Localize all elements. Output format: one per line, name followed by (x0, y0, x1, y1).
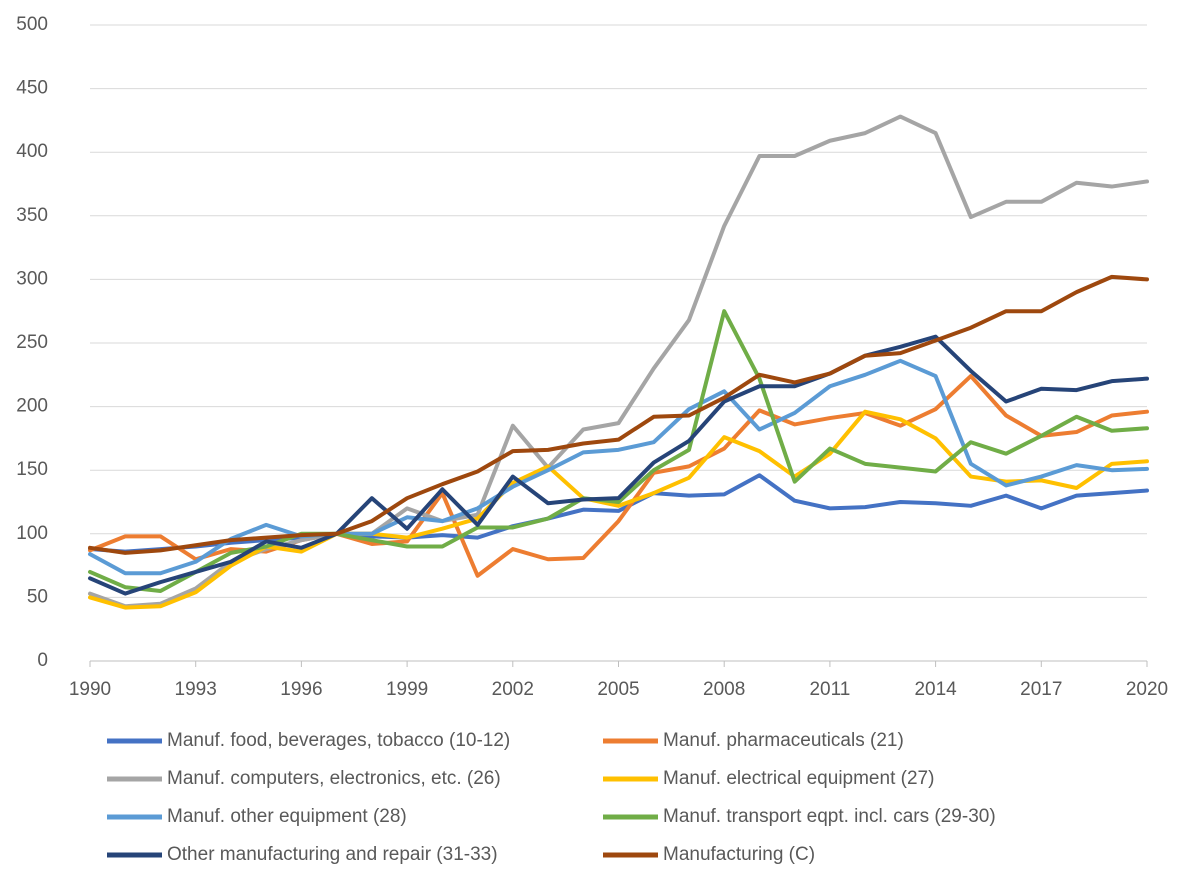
x-tick-label: 2020 (1126, 679, 1168, 700)
legend-label: Manuf. food, beverages, tobacco (10-12) (167, 730, 510, 751)
legend-label: Manuf. computers, electronics, etc. (26) (167, 768, 501, 789)
legend-label: Manuf. other equipment (28) (167, 806, 407, 827)
x-tick-label: 2008 (703, 679, 745, 700)
x-tick-label: 2002 (492, 679, 534, 700)
y-tick-label: 400 (16, 141, 48, 162)
y-tick-label: 100 (16, 523, 48, 544)
series-line (88, 274, 1149, 555)
x-tick-label: 1999 (386, 679, 428, 700)
x-tick-label: 1996 (280, 679, 322, 700)
x-tick-label: 2017 (1020, 679, 1062, 700)
y-tick-label: 450 (16, 78, 48, 99)
x-tick-label: 2014 (914, 679, 957, 700)
legend-label: Other manufacturing and repair (31-33) (167, 844, 498, 865)
x-tick-label: 1990 (69, 679, 111, 700)
x-tick-label: 2005 (597, 679, 639, 700)
series-line (88, 374, 1149, 578)
y-tick-label: 250 (16, 332, 48, 353)
x-tick-label: 2011 (809, 679, 850, 700)
series-line (88, 309, 1149, 594)
y-tick-label: 500 (16, 14, 48, 35)
series-line (88, 334, 1149, 596)
y-tick-label: 150 (16, 459, 48, 480)
y-tick-label: 350 (16, 205, 48, 226)
legend-label: Manufacturing (C) (663, 844, 815, 865)
legend-label: Manuf. transport eqpt. incl. cars (29-30… (663, 806, 996, 827)
series-line (88, 114, 1149, 609)
legend-label: Manuf. pharmaceuticals (21) (663, 730, 904, 751)
legend-label: Manuf. electrical equipment (27) (663, 768, 934, 789)
y-tick-label: 50 (27, 586, 48, 607)
y-tick-label: 0 (37, 650, 48, 671)
x-tick-label: 1993 (175, 679, 217, 700)
y-tick-label: 200 (16, 396, 48, 417)
series-line (88, 358, 1149, 576)
y-tick-label: 300 (16, 268, 48, 289)
